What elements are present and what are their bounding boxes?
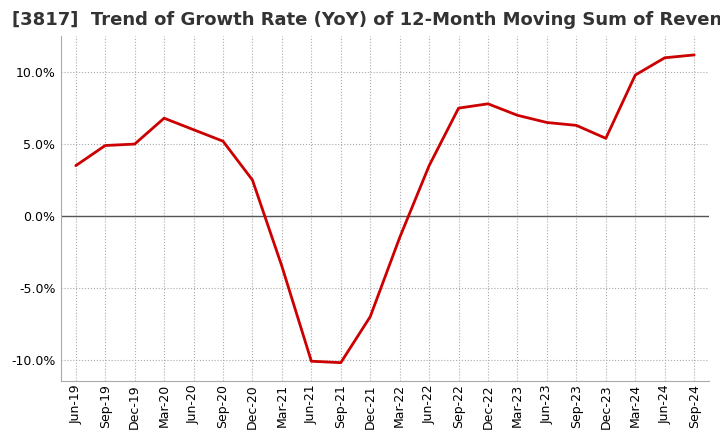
Title: [3817]  Trend of Growth Rate (YoY) of 12-Month Moving Sum of Revenues: [3817] Trend of Growth Rate (YoY) of 12-… — [12, 11, 720, 29]
